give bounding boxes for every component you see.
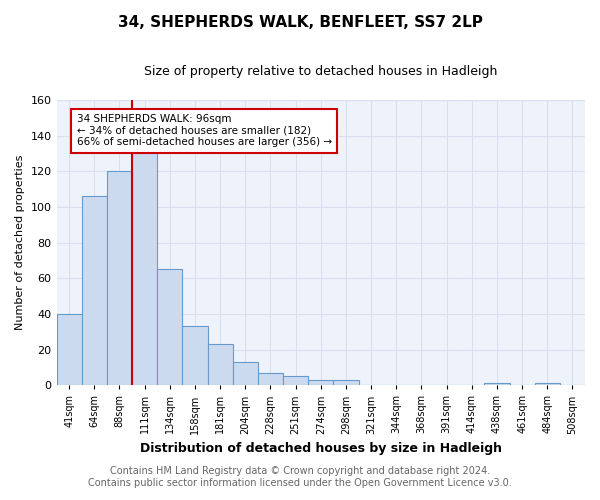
X-axis label: Distribution of detached houses by size in Hadleigh: Distribution of detached houses by size …: [140, 442, 502, 455]
Bar: [182, 326, 208, 386]
Bar: [258, 373, 283, 386]
Y-axis label: Number of detached properties: Number of detached properties: [15, 155, 25, 330]
Bar: [233, 362, 258, 386]
Bar: [82, 196, 107, 386]
Bar: [334, 380, 359, 386]
Bar: [107, 172, 132, 386]
Bar: [208, 344, 233, 386]
Bar: [484, 384, 509, 386]
Text: 34 SHEPHERDS WALK: 96sqm
← 34% of detached houses are smaller (182)
66% of semi-: 34 SHEPHERDS WALK: 96sqm ← 34% of detach…: [77, 114, 332, 148]
Text: Contains HM Land Registry data © Crown copyright and database right 2024.
Contai: Contains HM Land Registry data © Crown c…: [88, 466, 512, 487]
Bar: [56, 314, 82, 386]
Bar: [308, 380, 334, 386]
Bar: [157, 270, 182, 386]
Title: Size of property relative to detached houses in Hadleigh: Size of property relative to detached ho…: [144, 65, 497, 78]
Bar: [535, 384, 560, 386]
Bar: [283, 376, 308, 386]
Bar: [132, 154, 157, 386]
Text: 34, SHEPHERDS WALK, BENFLEET, SS7 2LP: 34, SHEPHERDS WALK, BENFLEET, SS7 2LP: [118, 15, 482, 30]
